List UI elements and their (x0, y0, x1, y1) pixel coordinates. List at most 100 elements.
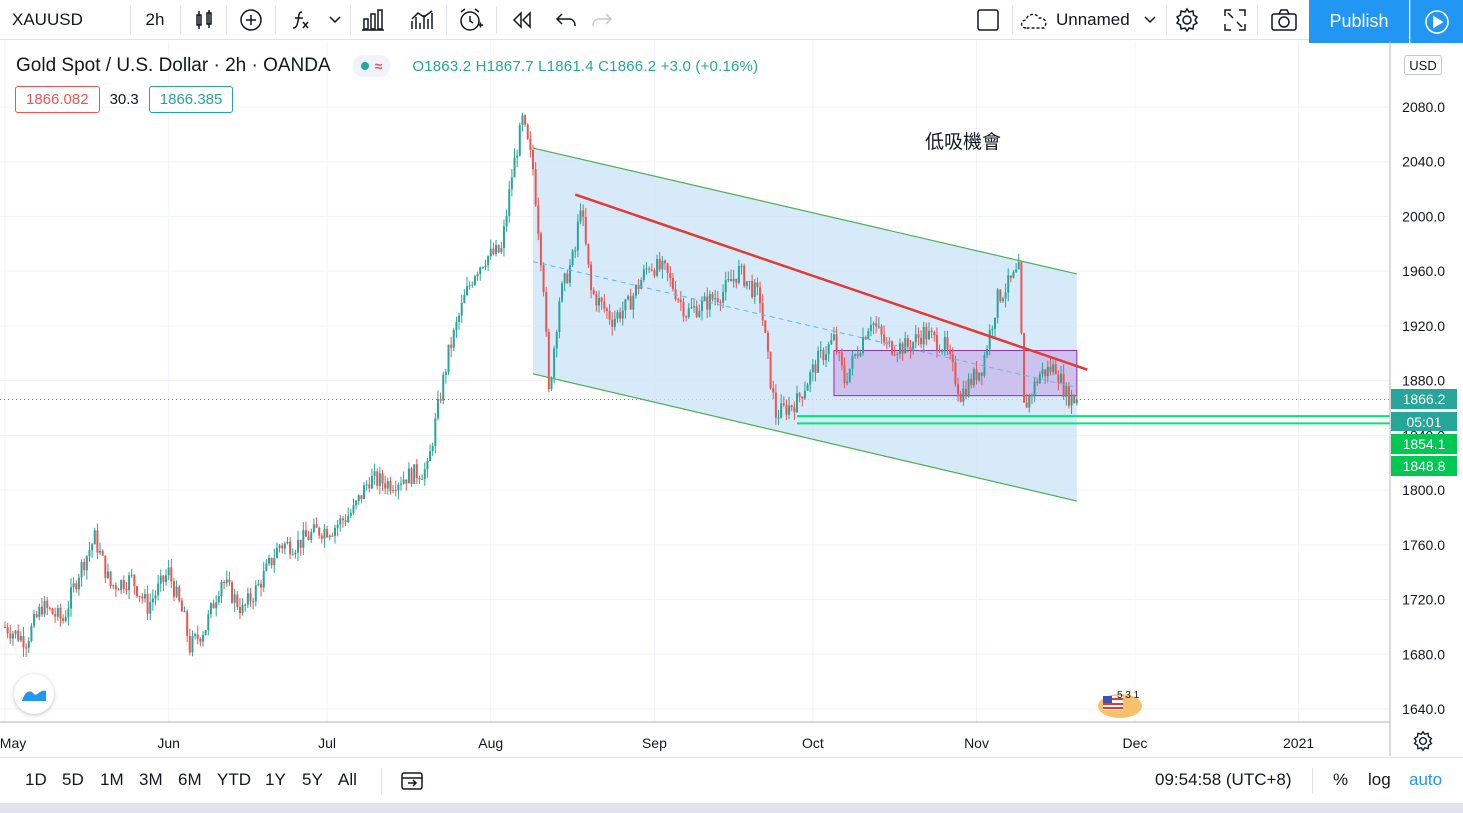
candle-body (526, 124, 529, 139)
clock-timezone[interactable]: 09:54:58 (UTC+8) (1155, 770, 1292, 789)
candle-body (862, 337, 864, 353)
candle-body (389, 481, 392, 492)
range-1d-button[interactable]: 1D (25, 770, 47, 789)
candle-body (413, 464, 416, 484)
range-1y-button[interactable]: 1Y (265, 770, 286, 789)
candle-body (151, 598, 154, 603)
status-pill[interactable]: ≈ (352, 55, 391, 77)
candle-body (846, 381, 849, 384)
chart-canvas[interactable]: 1640.01680.01720.01760.01800.01840.01880… (0, 41, 1463, 757)
settings-gear-icon[interactable] (1170, 0, 1204, 40)
interval-button[interactable]: 2h (135, 0, 175, 40)
candle-body (286, 541, 289, 544)
candle-body (978, 372, 981, 381)
candle-body (566, 273, 569, 283)
candle-body (951, 354, 954, 363)
financials-icon[interactable] (357, 0, 389, 40)
candle-body (980, 372, 983, 376)
percent-scale-toggle[interactable]: % (1333, 770, 1349, 789)
candle-body (368, 484, 371, 489)
us-flag-event-icon[interactable]: 5 3 1 (1095, 688, 1145, 718)
publish-video-button[interactable] (1410, 0, 1463, 43)
publish-button[interactable]: Publish (1309, 0, 1409, 43)
range-5d-button[interactable]: 5D (62, 770, 84, 789)
candle-body (165, 575, 168, 582)
candle-body (294, 552, 297, 555)
candle-body (312, 524, 315, 533)
alert-icon[interactable] (454, 0, 488, 40)
candle-body (228, 579, 231, 583)
candle-body (48, 607, 51, 609)
candle-body (598, 297, 600, 306)
range-3m-button[interactable]: 3M (139, 770, 163, 789)
range-all-button[interactable]: All (338, 770, 357, 789)
candle-body (27, 640, 30, 648)
legend-title: Gold Spot / U.S. Dollar · 2h · OANDA (16, 55, 331, 76)
chart-text-annotation[interactable]: 低吸機會 (925, 131, 1002, 153)
candle-body (378, 473, 381, 486)
log-scale-toggle[interactable]: log (1368, 770, 1391, 789)
chevron-down-icon[interactable] (325, 0, 345, 40)
currency-badge[interactable]: USD (1404, 55, 1442, 75)
candle-body (735, 278, 738, 283)
y-tick-label: 2040.0 (1402, 154, 1445, 170)
candle-body (814, 364, 817, 373)
candle-body (212, 603, 215, 609)
range-1m-button[interactable]: 1M (100, 770, 124, 789)
redo-icon[interactable] (586, 0, 618, 40)
buy-price[interactable]: 1866.385 (148, 86, 234, 113)
layout-menu[interactable]: Unnamed (1018, 0, 1163, 40)
camera-icon[interactable] (1266, 0, 1302, 40)
indicators-icon[interactable] (285, 0, 315, 40)
candle-body (297, 539, 300, 553)
candle-body (1073, 394, 1076, 404)
candle-body (1052, 364, 1055, 372)
candle-body (394, 489, 397, 491)
auto-scale-toggle[interactable]: auto (1409, 770, 1443, 789)
candle-body (925, 327, 928, 340)
candle-body (645, 268, 648, 270)
candle-body (782, 403, 785, 406)
candle-body (1028, 395, 1031, 408)
fullscreen-icon[interactable] (1218, 0, 1252, 40)
candle-body (204, 630, 207, 636)
candle-body (859, 352, 862, 356)
candle-body (914, 334, 917, 343)
templates-icon[interactable] (406, 0, 440, 40)
compare-add-icon[interactable] (234, 0, 268, 40)
candle-body (867, 331, 870, 339)
candle-body (946, 337, 949, 350)
candle-body (202, 635, 204, 642)
range-ytd-button[interactable]: YTD (217, 770, 251, 789)
candle-body (33, 614, 36, 626)
tradingview-logo-button[interactable] (14, 674, 54, 714)
replay-icon[interactable] (506, 0, 538, 40)
candle-body (579, 210, 582, 222)
candle-body (891, 341, 894, 355)
fullscreen-square-icon[interactable] (972, 0, 1004, 40)
candle-body (444, 371, 447, 375)
candle-body (323, 529, 326, 539)
candle-body (1054, 364, 1057, 375)
candle-body (1025, 402, 1028, 408)
axis-settings-gear-icon[interactable] (1412, 730, 1434, 752)
candles-icon[interactable] (188, 0, 220, 40)
candle-body (1015, 269, 1018, 272)
candle-body (355, 501, 358, 506)
candle-body (777, 417, 780, 419)
range-6m-button[interactable]: 6M (178, 770, 202, 789)
undo-icon[interactable] (550, 0, 582, 40)
symbol-search[interactable]: XAUUSD (12, 0, 102, 40)
candle-body (872, 323, 875, 326)
delayed-wave-icon: ≈ (374, 58, 383, 74)
goto-date-icon[interactable] (400, 769, 424, 796)
range-5y-button[interactable]: 5Y (302, 770, 323, 789)
candle-body (492, 248, 495, 255)
candle-body (682, 301, 685, 317)
sell-price[interactable]: 1866.082 (15, 86, 100, 113)
candle-body (275, 547, 278, 559)
candle-body (632, 295, 635, 310)
candle-body (999, 289, 1002, 302)
candle-body (1036, 381, 1039, 384)
candle-body (687, 308, 690, 318)
